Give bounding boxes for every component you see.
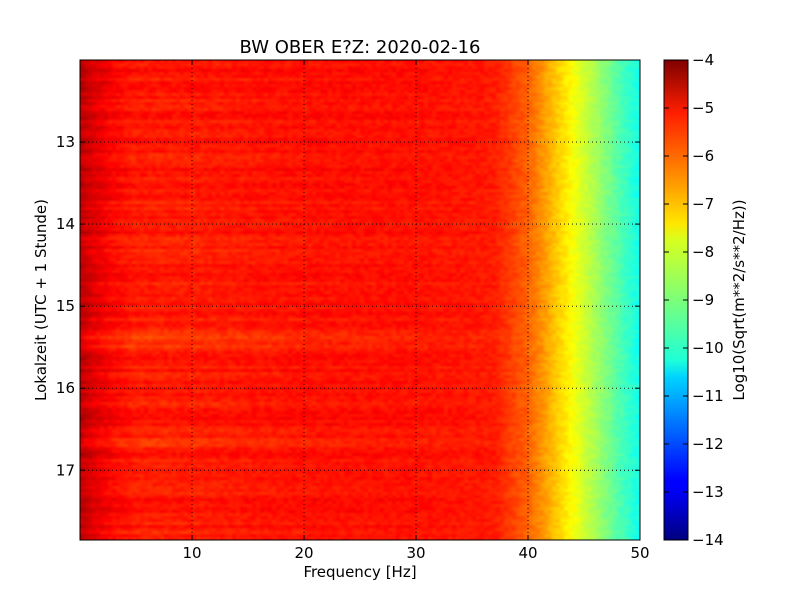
x-tick-label: 20	[294, 544, 313, 562]
colorbar-tick-label: −12	[692, 435, 724, 453]
grid-lines	[80, 60, 640, 540]
spectrogram-heatmap	[80, 60, 640, 540]
y-tick-label: 15	[56, 297, 75, 315]
colorbar-tick-label: −4	[692, 51, 714, 69]
colorbar-tick-label: −9	[692, 291, 714, 309]
x-tick-label: 30	[406, 544, 425, 562]
x-tick-label: 40	[518, 544, 537, 562]
plot-frame	[79, 59, 641, 541]
colorbar-tick-label: −7	[692, 195, 714, 213]
y-tick-label: 13	[56, 133, 75, 151]
x-tick-label: 50	[630, 544, 649, 562]
colorbar-tick-label: −5	[692, 99, 714, 117]
colorbar-label: Log10(Sqrt(m**2/s**2/Hz))	[730, 199, 748, 400]
colorbar-tick-label: −11	[692, 387, 724, 405]
x-axis: 10 20 30 40 50	[182, 60, 650, 562]
y-tick-label: 17	[56, 461, 75, 479]
chart-title: BW OBER E?Z: 2020-02-16	[240, 37, 481, 58]
colorbar-ticks: −4 −5 −6 −7 −8 −9 −10 −11 −12 −13 −14	[664, 51, 724, 549]
y-axis: 13 14 15 16 17	[56, 133, 640, 479]
y-tick-label: 16	[56, 379, 75, 397]
x-axis-label: Frequency [Hz]	[303, 563, 416, 581]
colorbar-tick-label: −10	[692, 339, 724, 357]
colorbar-tick-label: −6	[692, 147, 714, 165]
colorbar-tick-label: −14	[692, 531, 724, 549]
heatmap-image	[80, 60, 640, 540]
colorbar-tick-label: −8	[692, 243, 714, 261]
y-axis-label: Lokalzeit (UTC + 1 Stunde)	[32, 199, 50, 401]
x-tick-label: 10	[182, 544, 201, 562]
colorbar-tick-label: −13	[692, 483, 724, 501]
y-tick-label: 14	[56, 215, 75, 233]
